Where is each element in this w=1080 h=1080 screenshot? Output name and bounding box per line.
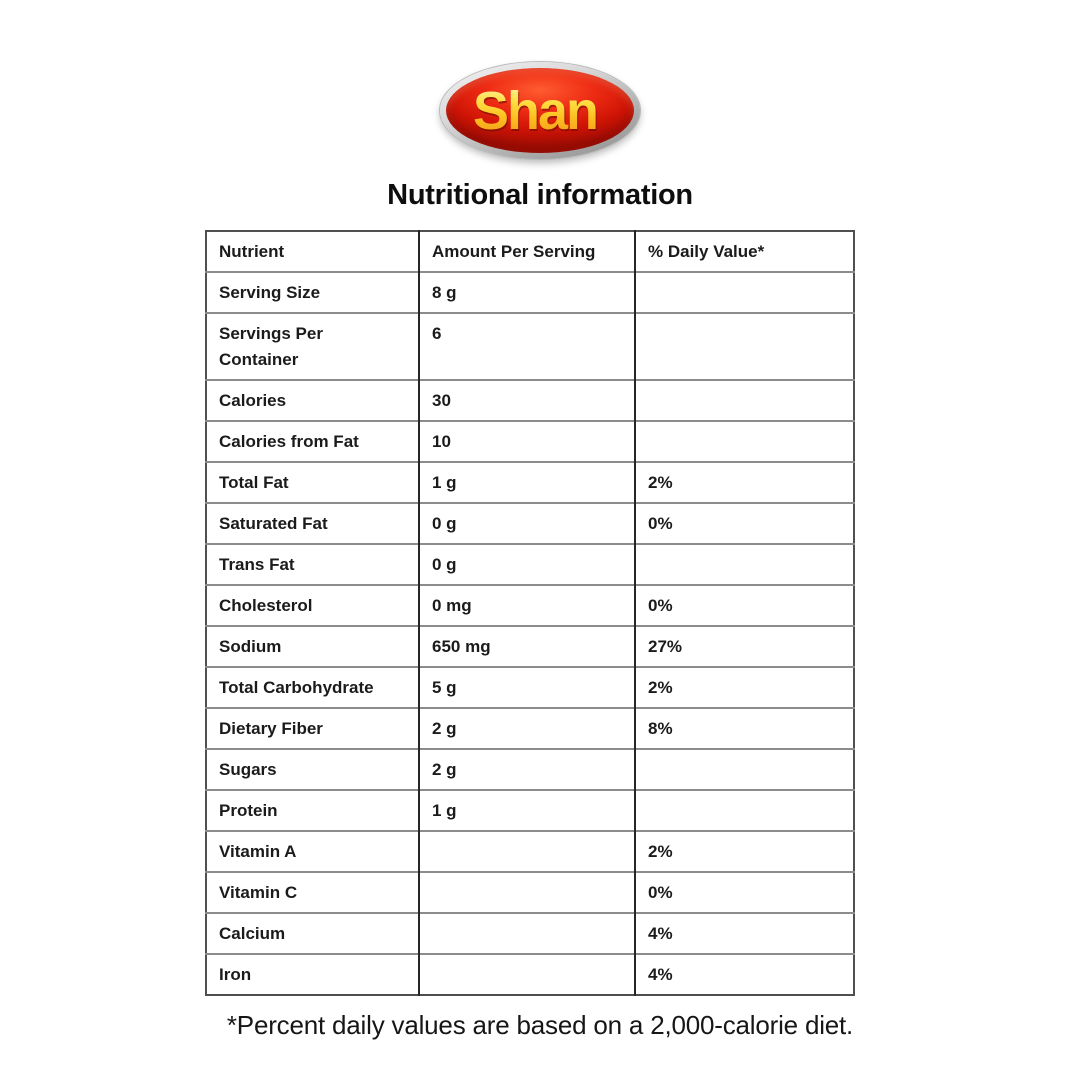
cell-amount xyxy=(418,912,635,954)
table-row: Total Fat 1 g 2% xyxy=(206,461,854,503)
table-row: Calcium 4% xyxy=(206,912,854,954)
table-row: Vitamin C 0% xyxy=(206,871,854,913)
cell-amount: 1 g xyxy=(418,789,635,831)
cell-nutrient: Total Carbohydrate xyxy=(206,666,419,708)
nutrition-table: Nutrient Amount Per Serving % Daily Valu… xyxy=(205,230,855,996)
cell-amount: 0 g xyxy=(418,502,635,544)
cell-daily-value: 27% xyxy=(634,625,854,667)
cell-amount: 8 g xyxy=(418,271,635,313)
cell-amount: 10 xyxy=(418,420,635,462)
table-row: Serving Size 8 g xyxy=(206,271,854,313)
table-row: Dietary Fiber 2 g 8% xyxy=(206,707,854,749)
col-header-nutrient: Nutrient xyxy=(219,241,285,261)
cell-amount xyxy=(418,871,635,913)
cell-amount xyxy=(418,953,635,995)
cell-daily-value: 2% xyxy=(634,830,854,872)
cell-nutrient: Sodium xyxy=(206,625,419,667)
footnote: *Percent daily values are based on a 2,0… xyxy=(226,1010,854,1040)
cell-nutrient: Protein xyxy=(206,789,419,831)
cell-daily-value: 0% xyxy=(634,584,854,626)
cell-nutrient: Saturated Fat xyxy=(206,502,419,544)
col-header-daily-value: % Daily Value* xyxy=(634,231,854,272)
cell-nutrient: Trans Fat xyxy=(206,543,419,585)
cell-daily-value xyxy=(634,271,854,313)
cell-nutrient: Vitamin C xyxy=(206,871,419,913)
cell-amount: 0 mg xyxy=(418,584,635,626)
brand-name-text: Shan xyxy=(472,80,598,141)
cell-nutrient: Vitamin A xyxy=(206,830,419,872)
cell-amount: 30 xyxy=(418,379,635,421)
cell-nutrient: Cholesterol xyxy=(206,584,419,626)
cell-daily-value: 4% xyxy=(634,953,854,995)
cell-daily-value xyxy=(634,379,854,421)
cell-daily-value: 0% xyxy=(634,871,854,913)
brand-name: Shan ® xyxy=(473,84,607,138)
table-row: Sodium 650 mg 27% xyxy=(206,625,854,667)
cell-daily-value xyxy=(634,312,854,380)
cell-daily-value: 0% xyxy=(634,502,854,544)
table-row: Calories from Fat 10 xyxy=(206,420,854,462)
cell-daily-value: 4% xyxy=(634,912,854,954)
cell-amount: 2 g xyxy=(418,748,635,790)
cell-nutrient: Total Fat xyxy=(206,461,419,503)
col-header-amount-per-serving: Amount Per Serving xyxy=(418,231,635,272)
cell-daily-value xyxy=(634,543,854,585)
logo-oval: Shan ® xyxy=(446,68,634,153)
page-title: Nutritional information xyxy=(387,179,693,211)
cell-daily-value xyxy=(634,420,854,462)
table-row: Total Carbohydrate 5 g 2% xyxy=(206,666,854,708)
shan-logo: Shan ® xyxy=(440,62,640,159)
cell-daily-value: 8% xyxy=(634,707,854,749)
cell-nutrient: Calcium xyxy=(206,912,419,954)
cell-amount: 650 mg xyxy=(418,625,635,667)
table-row: Vitamin A 2% xyxy=(206,830,854,872)
table-row: Cholesterol 0 mg 0% xyxy=(206,584,854,626)
cell-nutrient: Serving Size xyxy=(206,271,419,313)
cell-amount: 6 xyxy=(418,312,635,380)
cell-amount: 1 g xyxy=(418,461,635,503)
cell-amount: 2 g xyxy=(418,707,635,749)
cell-amount: 0 g xyxy=(418,543,635,585)
nutrition-table-body: Serving Size 8 g Servings Per Container 6 Ca… xyxy=(206,271,854,995)
cell-nutrient: Sugars xyxy=(206,748,419,790)
table-row: Iron 4% xyxy=(206,953,854,995)
table-row: Protein 1 g xyxy=(206,789,854,831)
table-header-row: Nutrient Amount Per Serving % Daily Valu… xyxy=(206,231,854,272)
cell-nutrient: Calories from Fat xyxy=(206,420,419,462)
table-row: Calories 30 xyxy=(206,379,854,421)
cell-nutrient: Calories xyxy=(206,379,419,421)
cell-nutrient: Iron xyxy=(206,953,419,995)
table-row: Trans Fat 0 g xyxy=(206,543,854,585)
table-row: Saturated Fat 0 g 0% xyxy=(206,502,854,544)
table-row: Servings Per Container 6 xyxy=(206,312,854,380)
cell-nutrient: Servings Per Container xyxy=(206,312,419,380)
table-row: Sugars 2 g xyxy=(206,748,854,790)
cell-daily-value: 2% xyxy=(634,461,854,503)
cell-nutrient: Dietary Fiber xyxy=(206,707,419,749)
cell-amount: 5 g xyxy=(418,666,635,708)
cell-amount xyxy=(418,830,635,872)
cell-daily-value: 2% xyxy=(634,666,854,708)
cell-daily-value xyxy=(634,748,854,790)
registered-trademark-icon: ® xyxy=(601,80,612,96)
cell-daily-value xyxy=(634,789,854,831)
